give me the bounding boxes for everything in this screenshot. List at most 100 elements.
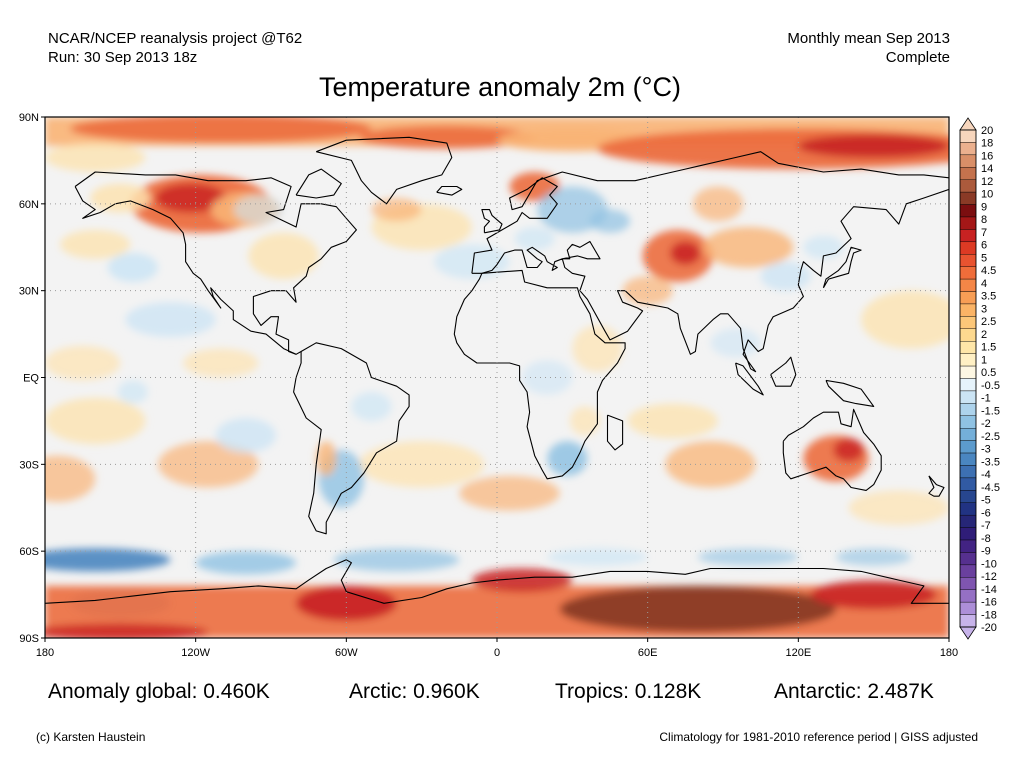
colorbar-swatch xyxy=(959,129,977,143)
colorbar-label: 4.5 xyxy=(981,265,996,277)
north-america-coast xyxy=(74,171,357,355)
anomaly-patch xyxy=(861,290,949,349)
colorbar: 201816141210987654.543.532.521.510.5-0.5… xyxy=(959,117,1000,640)
anomaly-patch xyxy=(45,345,121,381)
lat-label: 30N xyxy=(19,286,39,298)
anomaly-patch xyxy=(848,490,949,526)
anomaly-patch xyxy=(351,391,392,421)
colorbar-swatch xyxy=(959,167,977,180)
run-label: Run: 30 Sep 2013 18z xyxy=(48,49,198,66)
anomaly-patch xyxy=(702,226,794,268)
lon-label: 120E xyxy=(785,647,811,659)
anomaly-patch xyxy=(358,441,485,488)
arctic-anomaly: Arctic: 0.960K xyxy=(349,680,480,703)
south-america-coast xyxy=(293,342,410,535)
colorbar-label: -18 xyxy=(981,609,997,621)
sumatra-coast xyxy=(735,362,764,396)
colorbar-swatch xyxy=(959,452,977,466)
period-label: Monthly mean Sep 2013 xyxy=(787,30,950,47)
latitude-axis: 90N 60N 30N EQ 30S 60S 90S xyxy=(19,112,45,645)
colorbar-swatch xyxy=(959,241,977,255)
colorbar-swatch xyxy=(959,601,977,615)
colorbar-swatch xyxy=(959,428,977,441)
header-left: NCAR/NCEP reanalysis project @T62 Run: 3… xyxy=(48,29,302,67)
anomaly-patch xyxy=(215,418,277,453)
anomaly-patch xyxy=(670,241,701,265)
colorbar-swatch xyxy=(959,378,977,392)
colorbar-label: -3 xyxy=(981,444,991,456)
lon-label: 180 xyxy=(940,647,958,659)
anomaly-patch xyxy=(569,406,600,436)
colorbar-label: 10 xyxy=(981,189,993,201)
colorbar-label: -6 xyxy=(981,507,991,519)
anomaly-patch xyxy=(316,441,337,476)
anomaly-patch xyxy=(358,125,535,149)
colorbar-min-arrow xyxy=(959,626,977,640)
colorbar-swatch xyxy=(959,266,977,280)
colorbar-label: -4.5 xyxy=(981,482,1000,494)
british-isles-coast xyxy=(481,209,503,234)
anomaly-patch xyxy=(522,360,573,395)
lat-label: 90N xyxy=(19,112,39,124)
anomaly-patch xyxy=(117,380,148,404)
lat-label: 60N xyxy=(19,199,39,211)
colorbar-swatch xyxy=(959,415,977,429)
anomaly-patch xyxy=(195,551,297,575)
colorbar-swatch xyxy=(959,465,977,479)
colorbar-label: 2.5 xyxy=(981,316,996,328)
anomaly-patch xyxy=(810,580,937,610)
colorbar-swatch xyxy=(959,527,977,541)
colorbar-swatch xyxy=(959,328,977,342)
colorbar-label: -7 xyxy=(981,520,991,532)
lon-label: 60E xyxy=(638,647,658,659)
anomaly-patch xyxy=(158,441,259,488)
status-label: Complete xyxy=(885,49,950,66)
anomaly-patch xyxy=(45,143,146,172)
antarctica-coast xyxy=(45,559,949,604)
anomaly-patch xyxy=(155,183,226,213)
colorbar-swatch xyxy=(959,229,977,243)
colorbar-label: -4 xyxy=(981,469,991,481)
colorbar-label: 1.5 xyxy=(981,342,996,354)
longitude-axis: 180 120W 60W 0 60E 120E 180 xyxy=(36,638,958,659)
southern-ocean-cool-band xyxy=(45,548,171,572)
colorbar-label: 18 xyxy=(981,138,993,150)
colorbar-swatch xyxy=(959,278,977,292)
anomaly-patch xyxy=(371,198,422,222)
colorbar-swatch xyxy=(959,353,977,367)
anomaly-patch xyxy=(622,276,673,306)
anomaly-patch xyxy=(697,548,799,566)
colorbar-label: 3.5 xyxy=(981,291,996,303)
colorbar-swatch xyxy=(959,316,977,330)
colorbar-swatch xyxy=(959,552,977,566)
australia-coast xyxy=(782,408,882,491)
colorbar-swatch xyxy=(959,154,977,168)
lat-label: 30S xyxy=(19,459,39,471)
anomaly-patch xyxy=(296,585,397,621)
model-label: NCAR/NCEP reanalysis project @T62 xyxy=(48,30,303,47)
colorbar-swatch xyxy=(959,191,977,205)
anomaly-patch xyxy=(547,548,648,566)
colorbar-label: 0.5 xyxy=(981,367,996,379)
anomaly-patch xyxy=(798,134,949,158)
colorbar-swatch xyxy=(959,577,977,590)
japan-coast xyxy=(822,246,862,289)
colorbar-swatch xyxy=(959,502,977,516)
climatology-note: Climatology for 1981-2010 reference peri… xyxy=(659,730,978,744)
anomaly-patch xyxy=(183,348,259,378)
colorbar-label: -3.5 xyxy=(981,456,1000,468)
colorbar-label: 6 xyxy=(981,240,987,252)
borneo-coast xyxy=(770,356,797,387)
colorbar-label: 7 xyxy=(981,227,987,239)
anomaly-patch xyxy=(125,302,216,337)
lon-label: 120W xyxy=(181,647,210,659)
colorbar-swatch xyxy=(959,291,977,305)
colorbar-max-arrow xyxy=(959,117,977,131)
anomaly-patch xyxy=(514,226,555,251)
colorbar-swatch xyxy=(959,216,977,230)
colorbar-label: 20 xyxy=(981,125,993,137)
colorbar-label: -1 xyxy=(981,393,991,405)
colorbar-label: -12 xyxy=(981,571,997,583)
global-anomaly: Anomaly global: 0.460K xyxy=(48,680,270,703)
colorbar-swatch xyxy=(959,403,977,416)
